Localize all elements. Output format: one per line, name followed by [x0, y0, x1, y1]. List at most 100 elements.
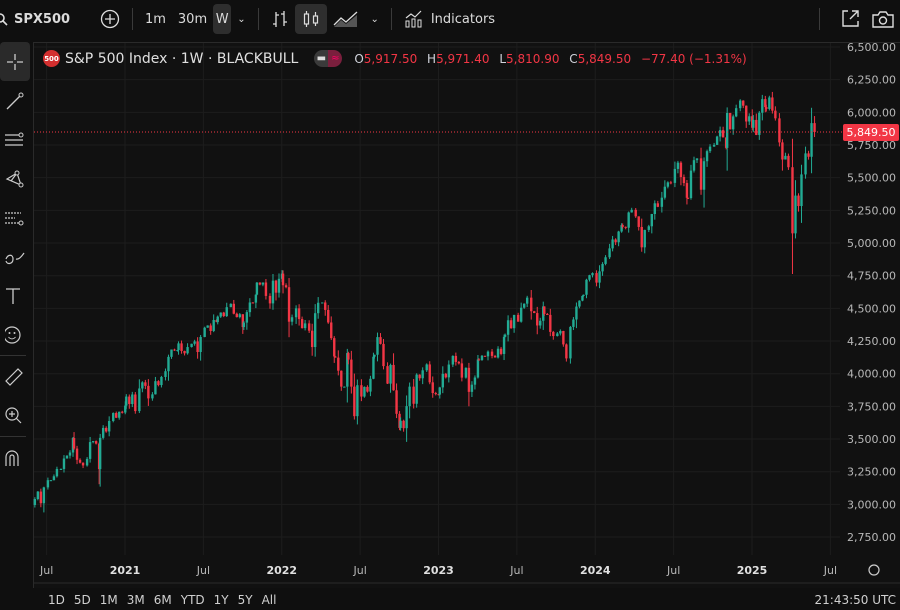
candle-body — [327, 309, 330, 323]
candle-body — [310, 330, 314, 348]
range-6m[interactable]: 6M — [153, 593, 172, 607]
candle-body — [562, 330, 565, 345]
emoji-tool[interactable] — [0, 315, 30, 354]
candles-button[interactable] — [294, 4, 327, 34]
trend-line-tool[interactable] — [0, 81, 30, 120]
price-chart[interactable]: 2,750.00 3,000.00 3,250.00 3,500.00 3,750.00… — [0, 0, 900, 590]
range-1d[interactable]: 1D — [48, 593, 65, 607]
candle-body — [774, 110, 777, 119]
bottom-bar: 1D 5D 1M 3M 6M YTD 1Y 5Y All 21:43:50 UTC — [0, 590, 900, 610]
range-all[interactable]: All — [261, 593, 277, 607]
interval-dropdown[interactable]: ⌄ — [231, 4, 251, 34]
chart-type-dropdown[interactable]: ⌄ — [365, 4, 385, 34]
range-5y[interactable]: 5Y — [237, 593, 253, 607]
candle-body — [347, 353, 350, 360]
candle-body — [72, 437, 76, 449]
candle-body — [125, 396, 128, 406]
candle-body — [493, 355, 497, 358]
candle-body — [685, 183, 689, 198]
symbol-search[interactable]: SPX500 — [0, 4, 76, 34]
compare-symbol-button[interactable] — [94, 4, 126, 34]
interval-1m[interactable]: 1m — [144, 11, 166, 27]
bar-chart-button[interactable] — [265, 4, 295, 34]
candle-body — [376, 337, 379, 355]
range-1y[interactable]: 1Y — [213, 593, 229, 607]
divider — [0, 355, 26, 356]
wave-icon[interactable]: ≈ — [328, 50, 343, 67]
change-value: −77.40 (−1.31%) — [640, 51, 747, 66]
candle-body — [748, 116, 751, 122]
pattern-tool[interactable] — [0, 159, 30, 198]
candle-body — [33, 499, 37, 505]
y-tick-label: 5,750.00 — [847, 139, 896, 152]
candle-body — [303, 323, 307, 329]
range-3m[interactable]: 3M — [126, 593, 145, 607]
open-value: 5,917.50 — [363, 51, 418, 66]
candle-body — [415, 374, 418, 404]
y-tick-label: 2,750.00 — [847, 531, 896, 544]
clock[interactable]: 21:43:50 UTC — [814, 593, 897, 607]
collapse-icon[interactable]: ▬ — [314, 50, 329, 67]
candle-body — [399, 420, 402, 428]
settings-icon[interactable] — [868, 564, 880, 576]
range-1m[interactable]: 1M — [99, 593, 118, 607]
candle-body — [49, 480, 53, 482]
interval-30m[interactable]: 30m — [177, 11, 208, 27]
candle-body — [588, 275, 591, 280]
candle-body — [324, 302, 327, 310]
candle-body — [379, 337, 382, 344]
candle-body — [784, 155, 787, 160]
legend-toggle[interactable]: ▬ ≈ — [314, 50, 343, 67]
candle-body — [686, 197, 690, 199]
area-chart-button[interactable] — [327, 4, 365, 34]
candle-body — [530, 297, 533, 312]
candle-body — [575, 306, 578, 320]
zoom-tool[interactable] — [0, 396, 30, 435]
candle-body — [581, 295, 584, 301]
fullscreen-button[interactable] — [834, 4, 866, 34]
candles — [33, 91, 816, 513]
candle-body — [428, 364, 431, 383]
candle-body — [183, 350, 186, 354]
close-value: 5,849.50 — [577, 51, 632, 66]
candles-icon — [303, 11, 318, 27]
measure-tool[interactable] — [0, 357, 30, 396]
interval-w[interactable]: W — [213, 4, 232, 34]
text-tool[interactable] — [0, 276, 30, 315]
range-5d[interactable]: 5D — [73, 593, 91, 607]
y-tick-label: 4,750.00 — [847, 270, 896, 283]
candle-body — [421, 370, 424, 379]
candle-body — [572, 319, 575, 327]
candle-body — [154, 381, 157, 395]
series-title[interactable]: S&P 500 Index · 1W · BLACKBULL — [65, 50, 299, 67]
brush-tool[interactable] — [0, 237, 30, 276]
candle-body — [624, 226, 627, 228]
fib-tool[interactable] — [0, 198, 30, 237]
x-tick-label: Jul — [39, 564, 53, 577]
low-value: 5,810.90 — [506, 51, 560, 66]
candle-body — [264, 282, 268, 296]
screenshot-button[interactable] — [866, 4, 900, 34]
x-tick-label: 2021 — [110, 564, 141, 577]
range-ytd[interactable]: YTD — [180, 593, 205, 607]
indicators-button[interactable]: Indicators — [398, 4, 501, 34]
crosshair-tool[interactable] — [0, 42, 30, 81]
magnet-tool[interactable] — [0, 438, 30, 477]
symbol-name: SPX500 — [14, 11, 71, 27]
candle-body — [94, 441, 98, 444]
candle-body — [454, 355, 458, 362]
candle-body — [477, 359, 481, 361]
candle-body — [268, 295, 272, 304]
candle-body — [346, 353, 349, 387]
candle-body — [232, 303, 235, 314]
horizontal-lines-tool[interactable] — [0, 120, 30, 159]
candle-body — [470, 384, 474, 392]
candle-body — [235, 313, 239, 318]
candle-body — [725, 112, 729, 148]
candle-body — [408, 386, 411, 407]
candle-body — [516, 314, 520, 322]
candle-body — [112, 413, 115, 422]
candle-body — [781, 142, 784, 160]
candle-body — [353, 386, 356, 417]
candle-body — [660, 197, 664, 207]
